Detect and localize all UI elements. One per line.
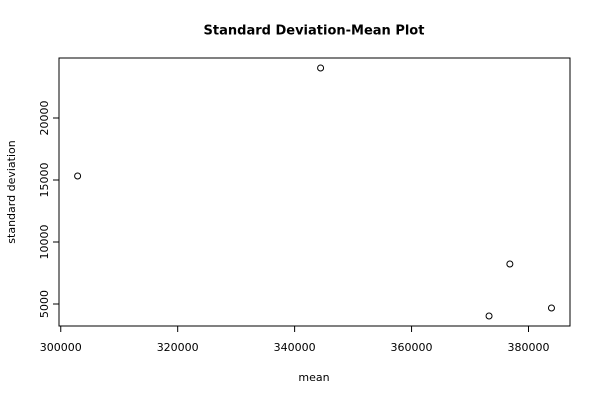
x-tick-label: 340000	[274, 341, 316, 354]
chart-title: Standard Deviation-Mean Plot	[204, 24, 425, 39]
plot-box	[58, 57, 571, 327]
y-tick-label: 15000	[38, 163, 51, 198]
point	[547, 304, 555, 312]
y-tick-label: 20000	[38, 101, 51, 136]
x-tick-label: 360000	[391, 341, 433, 354]
x-tick-label: 300000	[40, 341, 82, 354]
point	[485, 312, 493, 320]
point	[317, 64, 325, 72]
x-tick-label: 320000	[157, 341, 199, 354]
y-tick-label: 5000	[38, 290, 51, 318]
point	[506, 260, 514, 268]
point	[74, 172, 82, 180]
y-axis-label: standard deviation	[5, 140, 18, 243]
x-tick-label: 380000	[507, 341, 549, 354]
y-tick-label: 10000	[38, 225, 51, 260]
x-axis-label: mean	[298, 371, 329, 384]
